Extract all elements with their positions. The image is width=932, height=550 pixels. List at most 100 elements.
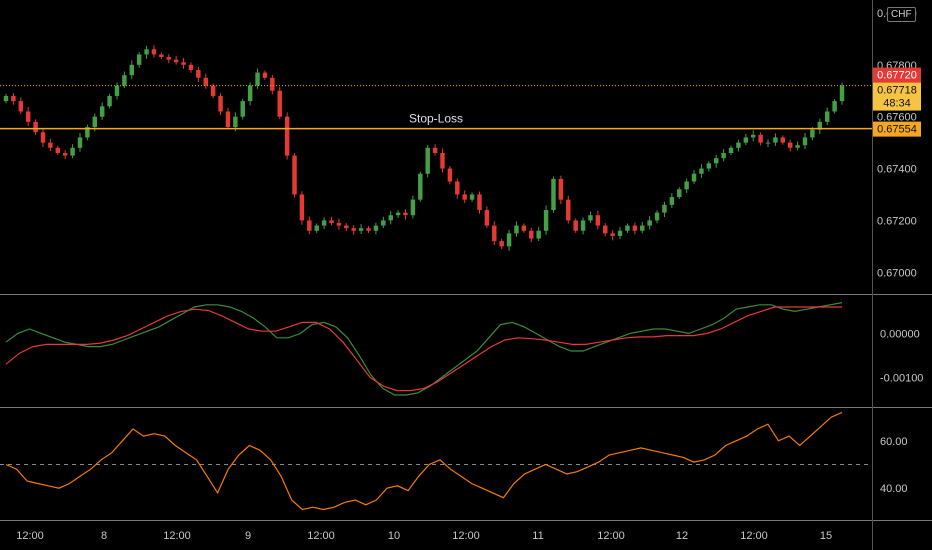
candle xyxy=(706,160,712,172)
candle xyxy=(284,112,290,160)
candle xyxy=(558,175,564,205)
candle xyxy=(381,216,386,229)
candle xyxy=(610,230,615,241)
candle xyxy=(758,132,763,146)
candle xyxy=(795,141,800,151)
candle xyxy=(432,144,438,156)
candle xyxy=(780,135,786,145)
currency-badge[interactable]: CHF xyxy=(887,7,916,22)
price-tick-label: 0.67000 xyxy=(877,267,917,279)
candle xyxy=(225,107,231,130)
candle xyxy=(336,218,342,230)
candle xyxy=(107,93,112,109)
candle xyxy=(691,170,697,184)
candle xyxy=(55,145,61,156)
candle xyxy=(329,216,334,226)
candle xyxy=(736,139,741,152)
time-tick-label: 11 xyxy=(532,530,543,542)
rsi-pane: 60.00 40.00 xyxy=(0,411,908,511)
candle xyxy=(721,148,726,162)
candles xyxy=(3,45,845,251)
time-axis: 12:00 8 12:00 9 12:00 10 12:00 11 12:00 12 12:00 15 xyxy=(16,530,832,542)
candle xyxy=(173,56,179,65)
candle xyxy=(373,222,379,235)
candle xyxy=(181,57,186,69)
svg-text:48:34: 48:34 xyxy=(883,98,911,110)
candle xyxy=(410,195,416,219)
candle xyxy=(566,195,571,224)
candle xyxy=(751,130,756,142)
candle xyxy=(499,238,504,250)
rsi-series-line xyxy=(5,411,843,511)
candle xyxy=(728,145,734,156)
candle xyxy=(514,221,519,237)
candle xyxy=(99,102,105,120)
candle xyxy=(447,166,453,185)
candle xyxy=(122,71,127,89)
candle xyxy=(40,128,46,148)
candle xyxy=(440,148,445,173)
price-tick-label: 0.67600 xyxy=(877,112,917,124)
time-tick-label: 9 xyxy=(245,530,251,542)
candle xyxy=(839,82,845,105)
candle xyxy=(492,221,497,246)
price-pane: Stop-Loss xyxy=(0,45,872,251)
candle xyxy=(824,107,830,126)
candle xyxy=(114,82,120,100)
candle xyxy=(144,46,149,59)
candle xyxy=(773,133,778,146)
candle xyxy=(743,133,749,146)
candle xyxy=(551,176,556,213)
candle xyxy=(151,45,157,58)
candle xyxy=(699,164,704,178)
candle xyxy=(817,118,823,135)
rsi-tick-label: 60.00 xyxy=(880,436,908,448)
candle xyxy=(344,223,349,232)
candle xyxy=(469,192,475,202)
candle xyxy=(321,217,327,230)
svg-text:0.67554: 0.67554 xyxy=(877,124,917,136)
candle xyxy=(255,68,260,89)
candle xyxy=(529,227,534,243)
candle xyxy=(18,97,24,114)
candle xyxy=(240,98,245,120)
candle xyxy=(25,107,31,126)
svg-text:0.67720: 0.67720 xyxy=(877,70,917,82)
candle xyxy=(358,224,364,235)
candle xyxy=(810,127,815,141)
candle xyxy=(48,138,53,152)
candle xyxy=(33,119,38,136)
candle xyxy=(632,222,638,235)
rsi-tick-label: 40.00 xyxy=(880,483,908,495)
candle xyxy=(603,223,608,237)
price-tick-label: 0.67400 xyxy=(877,164,917,176)
candle xyxy=(787,139,793,152)
candle xyxy=(425,144,430,178)
macd-series-line xyxy=(5,306,842,392)
candle xyxy=(218,93,223,116)
candle xyxy=(669,193,675,209)
candle xyxy=(11,93,16,105)
candle xyxy=(536,227,541,242)
candle xyxy=(366,226,371,233)
time-tick-label: 12 xyxy=(676,530,688,542)
candle xyxy=(388,210,393,225)
candle xyxy=(292,153,297,198)
candle xyxy=(521,223,527,233)
time-tick-label: 10 xyxy=(388,530,400,542)
time-tick-label: 15 xyxy=(820,530,832,542)
candle xyxy=(262,70,268,80)
candle xyxy=(684,178,689,193)
candle xyxy=(462,190,467,203)
time-tick-label: 8 xyxy=(101,530,107,542)
candle xyxy=(70,144,75,159)
candle xyxy=(299,191,305,225)
candle xyxy=(277,87,282,120)
candle xyxy=(617,226,623,240)
candle xyxy=(588,211,593,223)
stop-loss-label: Stop-Loss xyxy=(409,112,463,126)
candle xyxy=(403,209,408,220)
macd-pane: 0.00000 -0.00100 xyxy=(5,302,923,396)
candle xyxy=(196,66,201,83)
